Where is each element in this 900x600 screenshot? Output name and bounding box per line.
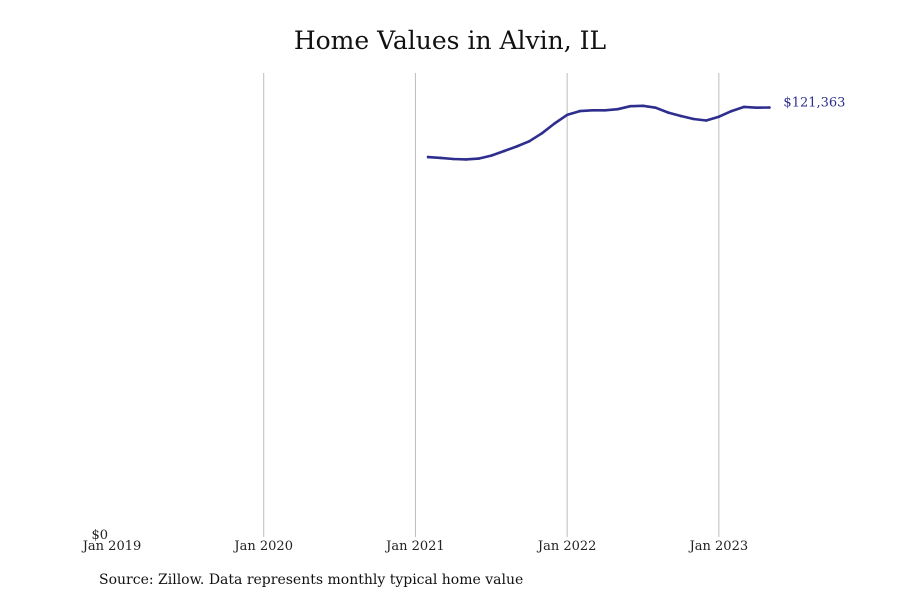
gridlines xyxy=(263,73,720,537)
data-point xyxy=(679,114,683,118)
chart-title: Home Values in Alvin, IL xyxy=(293,26,607,55)
data-point xyxy=(540,132,544,135)
x-tick-label: Jan 2021 xyxy=(384,539,445,554)
data-point xyxy=(704,119,708,122)
data-point xyxy=(641,104,645,108)
data-point xyxy=(591,109,594,112)
data-point xyxy=(565,113,569,117)
x-tick-label: Jan 2022 xyxy=(536,539,597,554)
data-point xyxy=(742,105,746,109)
x-tick-label: Jan 2019 xyxy=(81,539,142,554)
source-note: Source: Zillow. Data represents monthly … xyxy=(99,572,524,588)
x-tick-label: Jan 2020 xyxy=(232,539,293,554)
data-point xyxy=(616,107,619,111)
data-point xyxy=(768,106,771,109)
data-point xyxy=(439,156,443,160)
data-point xyxy=(654,106,657,109)
data-point xyxy=(717,115,721,118)
data-point xyxy=(667,111,670,114)
end-value-label: $121,363 xyxy=(783,95,845,110)
data-point xyxy=(477,157,480,160)
data-point xyxy=(692,117,695,121)
series-layer xyxy=(426,104,771,161)
data-point xyxy=(490,154,493,157)
data-point xyxy=(515,145,518,148)
data-point xyxy=(730,109,733,113)
data-point xyxy=(502,149,506,153)
data-point xyxy=(578,109,582,113)
y-tick-label: $0 xyxy=(91,528,108,543)
data-point xyxy=(755,106,759,109)
data-point xyxy=(464,158,468,161)
data-point xyxy=(426,155,430,159)
data-point xyxy=(553,122,556,125)
data-point xyxy=(629,104,632,108)
data-point xyxy=(452,157,455,161)
x-tick-label: Jan 2023 xyxy=(688,539,749,554)
data-point xyxy=(527,140,531,143)
data-point xyxy=(603,109,607,112)
series-line xyxy=(426,104,771,161)
labels-layer: Jan 2019 Jan 2020 Jan 2021 Jan 2022 Jan 2023… xyxy=(81,95,846,554)
